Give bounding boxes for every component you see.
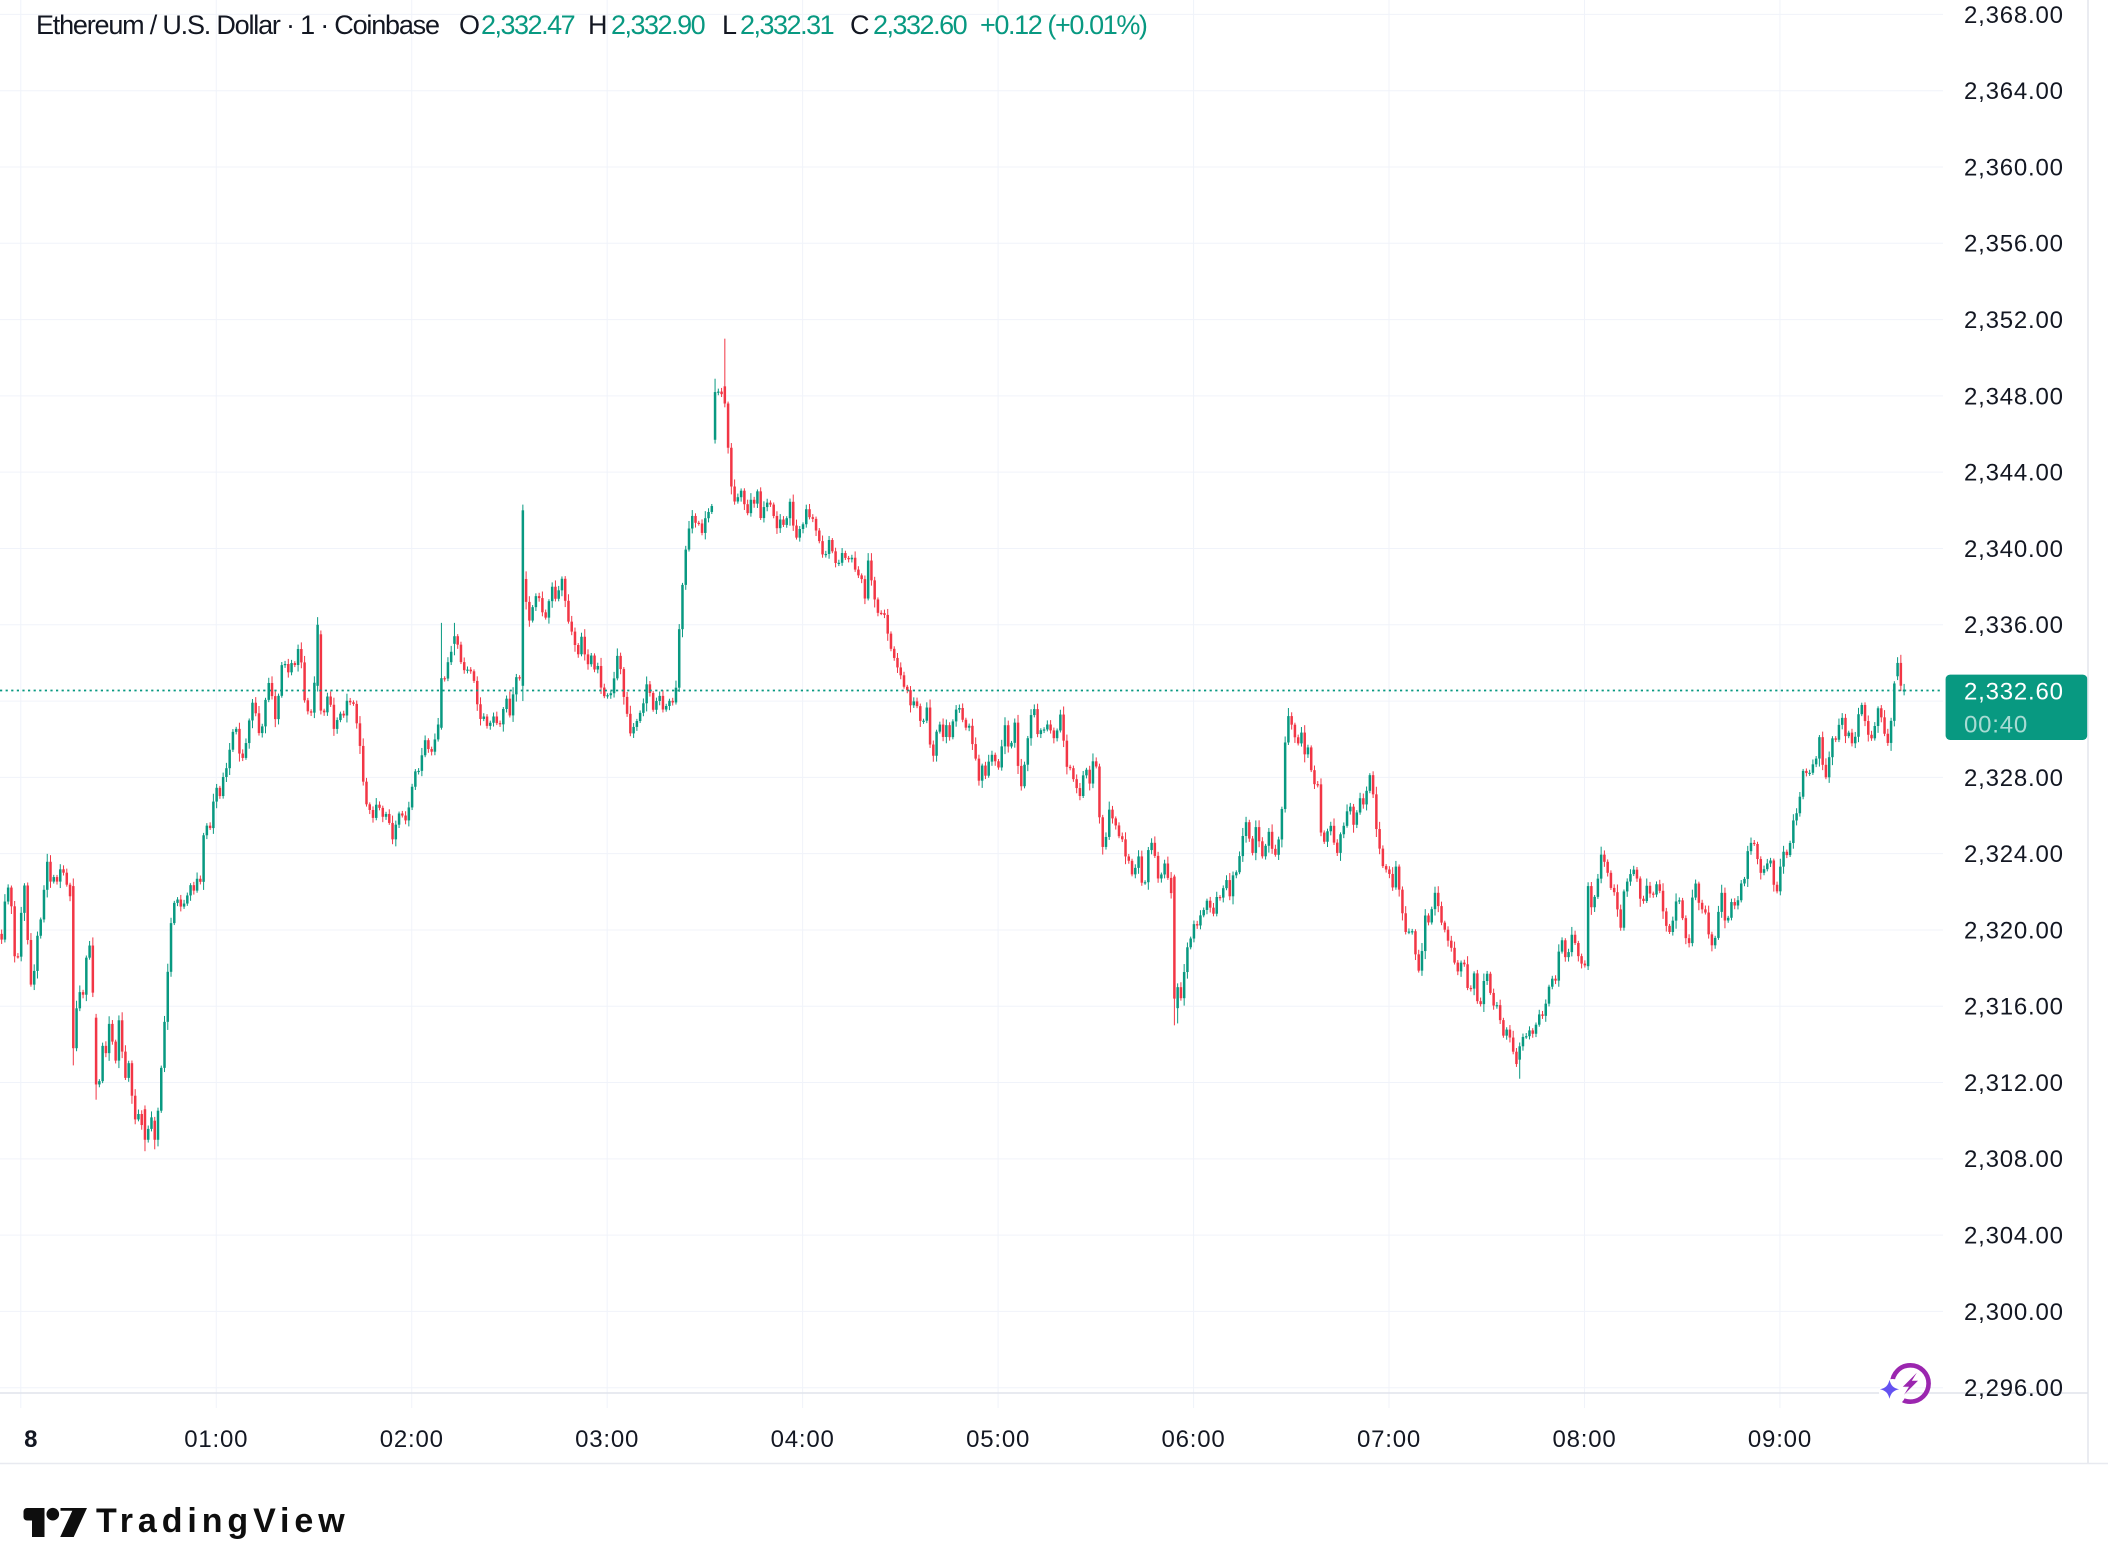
svg-text:C: C [850, 10, 869, 40]
svg-text:2,340.00: 2,340.00 [1964, 536, 2064, 563]
svg-text:2,332.90: 2,332.90 [611, 10, 705, 40]
svg-text:02:00: 02:00 [380, 1426, 444, 1453]
svg-text:03:00: 03:00 [575, 1426, 639, 1453]
svg-text:TradingView: TradingView [96, 1502, 350, 1540]
svg-text:07:00: 07:00 [1357, 1426, 1421, 1453]
svg-text:2,332.31: 2,332.31 [740, 10, 834, 40]
svg-text:2,356.00: 2,356.00 [1964, 231, 2064, 258]
svg-text:2,348.00: 2,348.00 [1964, 383, 2064, 410]
svg-text:2,360.00: 2,360.00 [1964, 154, 2064, 181]
svg-text:06:00: 06:00 [1162, 1426, 1226, 1453]
svg-text:2,320.00: 2,320.00 [1964, 917, 2064, 944]
svg-text:2,368.00: 2,368.00 [1964, 2, 2064, 29]
svg-text:2,304.00: 2,304.00 [1964, 1223, 2064, 1250]
svg-text:09:00: 09:00 [1748, 1426, 1812, 1453]
svg-text:2,332.60: 2,332.60 [873, 10, 967, 40]
svg-text:2,336.00: 2,336.00 [1964, 612, 2064, 639]
svg-text:08:00: 08:00 [1552, 1426, 1616, 1453]
svg-text:2,352.00: 2,352.00 [1964, 307, 2064, 334]
svg-text:2,316.00: 2,316.00 [1964, 994, 2064, 1021]
svg-text:2,332.60: 2,332.60 [1964, 679, 2064, 706]
svg-text:L: L [722, 10, 737, 40]
svg-text:2,332.47: 2,332.47 [481, 10, 575, 40]
svg-text:8: 8 [24, 1426, 37, 1453]
svg-text:H: H [588, 10, 607, 40]
svg-text:2,344.00: 2,344.00 [1964, 460, 2064, 487]
svg-text:2,364.00: 2,364.00 [1964, 78, 2064, 105]
svg-text:04:00: 04:00 [771, 1426, 835, 1453]
svg-text:2,328.00: 2,328.00 [1964, 765, 2064, 792]
svg-text:2,324.00: 2,324.00 [1964, 841, 2064, 868]
svg-text:2,312.00: 2,312.00 [1964, 1070, 2064, 1097]
svg-text:2,296.00: 2,296.00 [1964, 1375, 2064, 1402]
svg-text:O: O [459, 10, 479, 40]
svg-text:+0.12 (+0.01%): +0.12 (+0.01%) [980, 10, 1147, 40]
svg-text:05:00: 05:00 [966, 1426, 1030, 1453]
svg-text:01:00: 01:00 [184, 1426, 248, 1453]
svg-text:Ethereum / U.S. Dollar · 1 · C: Ethereum / U.S. Dollar · 1 · Coinbase [36, 10, 439, 40]
svg-text:2,308.00: 2,308.00 [1964, 1146, 2064, 1173]
svg-text:2,300.00: 2,300.00 [1964, 1299, 2064, 1326]
svg-text:00:40: 00:40 [1964, 712, 2028, 739]
